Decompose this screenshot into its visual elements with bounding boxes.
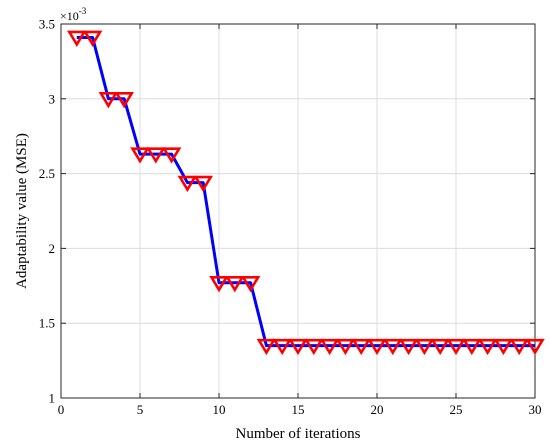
data-point-marker <box>82 30 103 47</box>
data-point-marker <box>414 338 435 356</box>
y-axis-label: Adaptability value (MSE) <box>14 133 30 289</box>
x-axis-label: Number of iterations <box>236 426 361 442</box>
data-point-marker <box>383 338 403 356</box>
data-point-marker <box>367 338 387 356</box>
data-point-marker <box>240 276 261 293</box>
x-tick-label: 30 <box>529 402 542 417</box>
data-point-marker <box>146 147 166 164</box>
y-multiplier-label: ×10-3 <box>60 6 87 23</box>
data-point-marker <box>509 338 529 356</box>
data-point-marker <box>225 276 245 293</box>
data-point-marker <box>335 338 356 356</box>
data-point-marker <box>462 338 482 356</box>
data-point-marker <box>288 338 308 356</box>
y-tick-label: 3 <box>49 91 56 106</box>
data-point-marker <box>114 92 134 109</box>
x-tick-label: 10 <box>213 402 226 417</box>
x-tick-label: 20 <box>371 402 384 417</box>
x-tick-label: 5 <box>137 402 144 417</box>
series-line <box>76 35 535 348</box>
y-tick-label: 2 <box>49 241 56 256</box>
data-point-marker <box>272 338 292 356</box>
data-point-marker <box>304 338 324 356</box>
data-point-marker <box>525 338 545 356</box>
data-point-marker <box>130 147 150 164</box>
data-point-marker <box>398 338 419 356</box>
data-point-marker <box>161 147 182 164</box>
x-tick-label: 0 <box>58 402 65 417</box>
data-point-marker <box>493 338 514 356</box>
y-tick-label: 1.5 <box>39 316 55 331</box>
data-point-marker <box>193 175 213 193</box>
data-point-marker <box>256 338 277 356</box>
data-point-marker <box>209 276 229 293</box>
data-point-marker <box>446 338 466 356</box>
axis-ticks <box>60 23 536 399</box>
y-tick-label: 3.5 <box>39 17 55 32</box>
x-tick-label: 15 <box>292 402 305 417</box>
y-tick-label: 1 <box>49 391 56 406</box>
data-point-marker <box>430 338 450 356</box>
series-layer <box>67 30 545 356</box>
y-multiplier-exponent: -3 <box>79 6 87 16</box>
y-tick-labels: 1 1.5 2 2.5 3 3.5 <box>39 17 55 406</box>
data-point-marker <box>67 30 87 47</box>
x-tick-labels: 0 5 10 15 20 25 30 <box>58 402 542 417</box>
data-point-marker <box>477 338 498 356</box>
data-point-marker <box>98 92 119 109</box>
x-tick-label: 25 <box>450 402 463 417</box>
data-point-marker <box>351 338 371 356</box>
y-tick-label: 2.5 <box>39 166 55 181</box>
data-point-marker <box>177 175 198 193</box>
grid <box>61 24 535 398</box>
data-point-marker <box>319 338 340 356</box>
